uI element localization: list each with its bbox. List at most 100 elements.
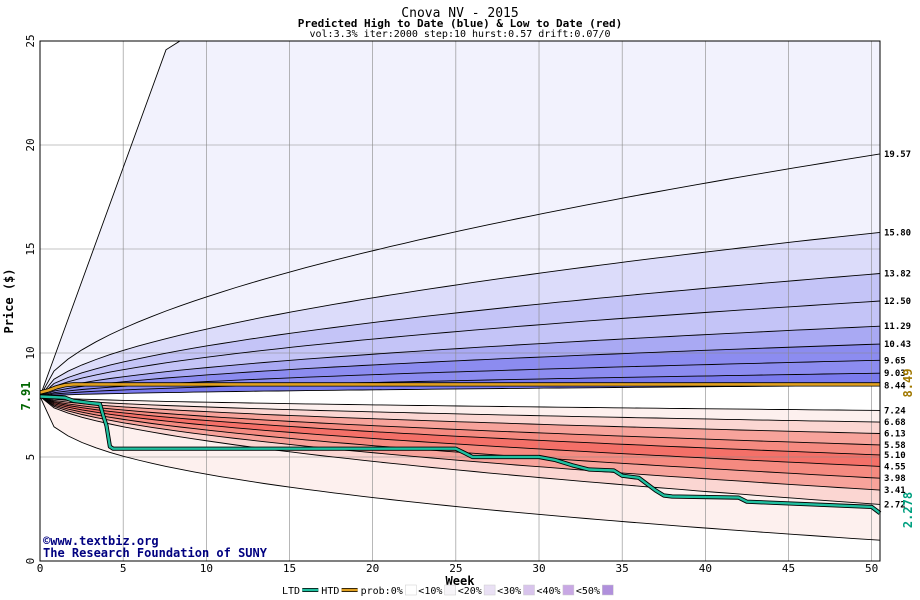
percentile-line-1 <box>39 153 881 397</box>
chart-subtitle: Predicted High to Date (blue) & Low to D… <box>298 17 623 30</box>
legend-label-3: <10% <box>418 586 442 597</box>
x-axis-ticks: 0 5 10 15 20 25 30 35 40 45 50 <box>37 562 879 575</box>
percentile-line-4 <box>39 300 881 397</box>
percentile-label-9.03: 9.03 <box>884 369 906 379</box>
legend-label-7: <50% <box>576 586 600 597</box>
high-band-4 <box>40 301 880 397</box>
current-low-label: 2.278 <box>901 492 915 528</box>
y-tick-0: 0 <box>24 558 37 565</box>
percentile-label-5.10: 5.10 <box>884 451 906 461</box>
percentile-line-3 <box>39 273 881 397</box>
chart-params: vol:3.3% iter:2000 step:10 hurst:0.57 dr… <box>309 29 610 40</box>
legend-swatch-3 <box>444 584 456 596</box>
legend-label-2: prob:0% <box>361 586 403 597</box>
watermark-line1: ©www.textbiz.org <box>43 534 159 548</box>
percentile-label-2.72: 2.72 <box>884 500 906 510</box>
x-tick-5: 5 <box>120 562 127 575</box>
chart-title: Cnova NV - 2015 <box>401 6 518 21</box>
plot-area <box>39 40 882 562</box>
percentile-label-19.57: 19.57 <box>884 150 911 160</box>
legend-label-4: <20% <box>458 586 482 597</box>
low-band-7 <box>40 396 880 505</box>
y-axis-label: Price ($) <box>2 268 16 333</box>
percentile-label-8.44: 8.44 <box>884 381 906 391</box>
percentile-labels: 19.57 15.80 13.82 12.50 11.29 10.43 9.65 9.03 8.… <box>884 150 911 510</box>
low-probability-bands <box>40 396 880 541</box>
legend-swatch-4 <box>483 584 496 596</box>
series-htd <box>39 383 880 394</box>
x-tick-10: 10 <box>200 562 213 575</box>
y-tick-25: 25 <box>24 34 37 47</box>
percentile-label-9.65: 9.65 <box>884 356 906 366</box>
percentile-line-11 <box>39 396 881 423</box>
y-tick-15: 15 <box>24 242 37 255</box>
y-tick-10: 10 <box>24 346 37 359</box>
percentile-label-13.82: 13.82 <box>884 270 911 280</box>
percentile-line-12 <box>39 396 881 434</box>
x-tick-45: 45 <box>782 562 795 575</box>
percentile-label-4.55: 4.55 <box>884 462 906 472</box>
y-axis-ticks: 0 5 10 15 20 25 <box>24 34 37 564</box>
low-band-1 <box>40 396 880 434</box>
high-band-1 <box>40 153 880 397</box>
low-band-3 <box>40 396 880 455</box>
percentile-line-6 <box>39 343 881 397</box>
x-tick-30: 30 <box>532 562 545 575</box>
legend-swatch-2 <box>405 584 417 596</box>
x-tick-20: 20 <box>366 562 379 575</box>
percentile-label-3.98: 3.98 <box>884 474 906 484</box>
legend-label-6: <40% <box>537 586 561 597</box>
x-tick-40: 40 <box>699 562 712 575</box>
x-tick-50: 50 <box>865 562 878 575</box>
plot-frame <box>39 40 881 562</box>
legend-label-1: HTD <box>321 586 339 597</box>
legend-swatch-6 <box>562 584 575 596</box>
percentile-label-5.58: 5.58 <box>884 441 906 451</box>
y-tick-20: 20 <box>24 138 37 151</box>
high-band-7 <box>40 360 880 397</box>
watermark-line2: The Research Foundation of SUNY <box>43 546 268 560</box>
percentile-label-6.13: 6.13 <box>884 429 906 439</box>
percentile-label-10.43: 10.43 <box>884 340 911 350</box>
legend-swatch-5 <box>523 584 535 596</box>
high-band-6 <box>40 344 880 397</box>
legend-label-0: LTD <box>282 586 300 597</box>
legend-swatch-7 <box>602 584 614 596</box>
percentile-label-15.80: 15.80 <box>884 228 911 238</box>
low-band-8 <box>40 396 880 541</box>
x-tick-35: 35 <box>616 562 629 575</box>
low-band-0 <box>40 396 880 423</box>
x-axis-label: Week <box>446 574 476 588</box>
percentile-line-13 <box>39 396 881 446</box>
low-band-4 <box>40 396 880 467</box>
high-band-3 <box>40 273 880 397</box>
legend: LTD HTD prob:0% <10% <20% <30% <40% <50% <box>282 584 614 597</box>
percentile-line-5 <box>39 325 881 397</box>
percentile-label-11.29: 11.29 <box>884 322 911 332</box>
start-price-label: 7.91 <box>19 382 33 411</box>
percentile-line-2 <box>39 231 881 397</box>
percentile-label-12.50: 12.50 <box>884 297 911 307</box>
y-tick-5: 5 <box>24 454 37 461</box>
x-tick-0: 0 <box>37 562 44 575</box>
percentile-label-7.24: 7.24 <box>884 406 906 416</box>
percentile-line-10 <box>39 396 881 411</box>
high-band-2 <box>40 232 880 397</box>
high-probability-bands <box>40 41 880 397</box>
percentile-label-3.41: 3.41 <box>884 486 906 496</box>
series-lines <box>39 382 882 515</box>
percentile-line-8 <box>39 372 881 397</box>
x-tick-25: 25 <box>449 562 462 575</box>
high-band-5 <box>40 326 880 397</box>
x-tick-15: 15 <box>283 562 296 575</box>
percentile-line-14 <box>39 396 881 456</box>
low-band-2 <box>40 396 880 445</box>
percentile-line-18 <box>39 396 881 505</box>
percentile-label-6.68: 6.68 <box>884 418 906 428</box>
high-band-0 <box>40 41 880 397</box>
legend-label-5: <30% <box>497 586 521 597</box>
percentile-line-17 <box>39 396 881 491</box>
low-band-5 <box>40 396 880 479</box>
percentile-line-15 <box>39 396 881 467</box>
